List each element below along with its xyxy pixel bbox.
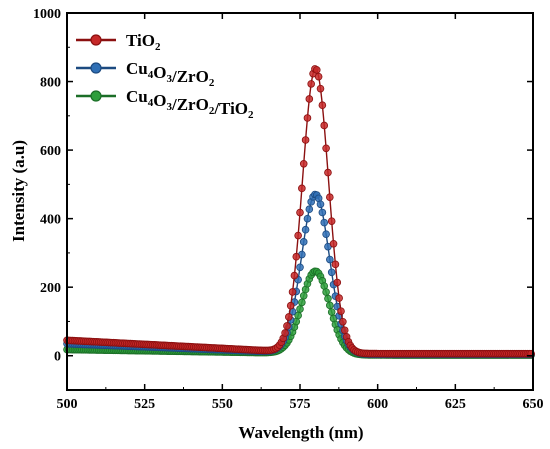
y-tick-label: 0 (54, 350, 61, 365)
y-tick-label: 600 (40, 144, 61, 159)
data-point (333, 278, 342, 287)
data-point (296, 208, 304, 217)
y-tick-label: 800 (40, 76, 61, 91)
data-point (318, 101, 327, 110)
data-point (327, 217, 336, 225)
data-point (324, 168, 332, 177)
data-point (339, 317, 347, 326)
data-point (320, 218, 329, 227)
data-point (326, 255, 334, 264)
x-tick-label: 600 (367, 397, 388, 412)
data-point (299, 291, 308, 300)
legend-label: Cu4O3/ZrO2 (126, 59, 215, 89)
data-point (283, 322, 291, 330)
data-point (303, 114, 312, 122)
data-point (298, 298, 306, 307)
legend-marker (90, 90, 102, 102)
series-layer (63, 65, 535, 359)
x-tick-label: 650 (523, 397, 544, 412)
data-point (320, 121, 329, 130)
data-point (326, 193, 334, 201)
data-point (301, 225, 310, 234)
legend-marker (90, 62, 102, 74)
data-point (314, 72, 323, 81)
data-point (331, 260, 340, 269)
data-point (335, 294, 343, 302)
data-point (327, 308, 336, 316)
data-point (307, 80, 315, 88)
data-point (299, 238, 308, 246)
x-tick-label: 500 (57, 397, 78, 412)
legend-label: Cu4O3/ZrO2/TiO2 (126, 87, 254, 121)
data-point (316, 84, 325, 93)
data-point (303, 214, 312, 223)
axes-layer: 500 525 550 575 600 625 650 0 200 400 600 800 1000 (33, 7, 544, 412)
x-tick-label: 575 (290, 397, 311, 412)
data-point (329, 239, 338, 248)
x-tick-label: 550 (212, 397, 233, 412)
data-point (340, 326, 349, 335)
data-point (305, 95, 314, 103)
series-0 (63, 65, 535, 358)
legend-label: TiO2 (126, 31, 161, 53)
x-axis-title: Wavelength (nm) (238, 423, 363, 442)
data-point (318, 208, 327, 217)
data-point (292, 252, 301, 261)
x-tick-label: 525 (134, 397, 155, 412)
data-point (327, 268, 336, 277)
y-tick-label: 1000 (33, 7, 61, 22)
data-point (322, 144, 330, 153)
data-point (322, 230, 330, 238)
legend-item-1: Cu4O3/ZrO2 (76, 59, 215, 89)
data-point (337, 307, 345, 315)
legend-item-2: Cu4O3/ZrO2/TiO2 (76, 87, 254, 121)
data-point (316, 200, 325, 209)
legend-marker (90, 34, 102, 46)
plot-area (67, 13, 533, 390)
data-point (296, 263, 304, 272)
data-point (288, 288, 297, 296)
data-point (322, 288, 330, 296)
data-point (301, 136, 310, 144)
data-point (296, 305, 304, 313)
y-tick-label: 400 (40, 213, 61, 228)
data-point (305, 205, 314, 214)
data-point (299, 160, 308, 168)
y-tick-label: 200 (40, 281, 61, 296)
data-point (312, 66, 321, 74)
data-point (286, 301, 295, 310)
data-point (281, 329, 289, 337)
data-point (298, 184, 306, 193)
data-point (324, 294, 332, 303)
plot-background (67, 13, 533, 390)
y-axis-title: Intensity (a.u) (9, 140, 28, 242)
x-tick-label: 625 (445, 397, 466, 412)
data-point (294, 231, 302, 240)
data-point (285, 313, 293, 321)
data-point (290, 271, 299, 280)
data-point (326, 301, 334, 310)
legend-item-0: TiO2 (76, 31, 161, 53)
